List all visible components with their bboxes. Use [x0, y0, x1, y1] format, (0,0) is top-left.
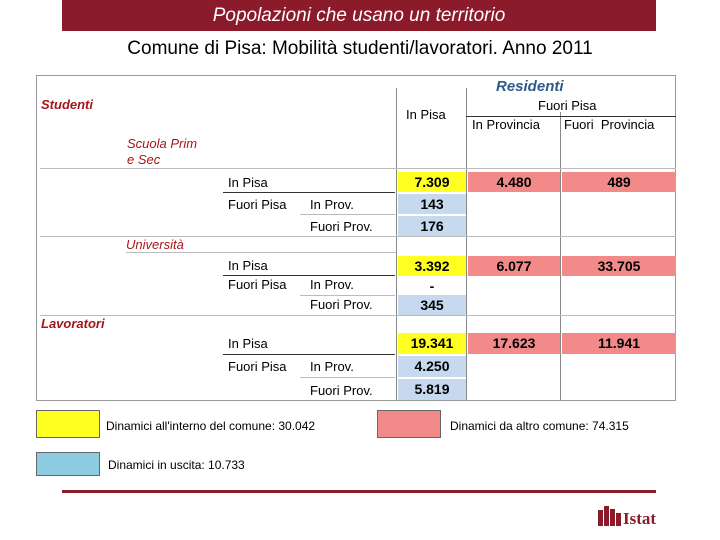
row-divider — [300, 377, 395, 378]
column-divider — [466, 88, 467, 401]
cell-universita-fuori-provincia: 33.705 — [562, 256, 676, 276]
header-residenti: Residenti — [496, 78, 564, 95]
cell-lavoratori-uscita-in-prov: 4.250 — [398, 356, 466, 377]
row-divider — [223, 354, 395, 355]
row-divider — [300, 295, 395, 296]
row-divider — [223, 275, 395, 276]
row-divider — [40, 168, 676, 169]
legend-label-red: Dinamici da altro comune: 74.315 — [450, 419, 629, 433]
row-label-fuori-prov: Fuori Prov. — [310, 219, 373, 234]
cell-scuola-uscita-fuori-prov: 176 — [398, 216, 466, 236]
cell-scuola-uscita-in-prov: 143 — [398, 194, 466, 214]
section-scuola-line1: Scuola Prim — [127, 136, 198, 151]
row-label-fuori-pisa: Fuori Pisa — [228, 359, 287, 374]
istat-logo: Istat — [598, 504, 658, 531]
column-divider — [396, 88, 397, 401]
page-title: Popolazioni che usano un territorio — [62, 0, 656, 31]
row-divider — [300, 214, 395, 215]
header-divider — [466, 116, 676, 117]
cell-universita-in-provincia: 6.077 — [468, 256, 560, 276]
cell-lavoratori-in-provincia: 17.623 — [468, 333, 560, 354]
row-label-in-prov: In Prov. — [310, 359, 354, 374]
legend-label-blue: Dinamici in uscita: 10.733 — [108, 458, 245, 472]
row-label-fuori-pisa: Fuori Pisa — [228, 197, 287, 212]
row-label-in-prov: In Prov. — [310, 197, 354, 212]
legend-swatch-red — [377, 410, 441, 438]
row-label-in-pisa: In Pisa — [228, 336, 268, 351]
cell-universita-uscita-in-prov: - — [429, 278, 435, 294]
cell-universita-in-pisa: 3.392 — [398, 256, 466, 276]
footer-rule — [62, 490, 656, 493]
header-in-pisa: In Pisa — [406, 107, 446, 122]
section-scuola-line2: e Sec — [127, 152, 161, 167]
legend-swatch-yellow — [36, 410, 100, 438]
row-divider — [40, 315, 676, 316]
cell-lavoratori-uscita-fuori-prov: 5.819 — [398, 379, 466, 400]
table-frame — [36, 75, 676, 401]
istat-logo-mark: Istat — [598, 506, 656, 528]
cell-lavoratori-fuori-provincia: 11.941 — [562, 333, 676, 354]
section-universita: Università — [126, 237, 184, 252]
legend-label-yellow: Dinamici all'interno del comune: 30.042 — [106, 419, 316, 433]
cell-scuola-in-provincia: 4.480 — [468, 172, 560, 192]
section-studenti: Studenti — [41, 97, 93, 112]
header-fuori-provincia: Fuori Provincia — [564, 117, 655, 132]
header-in-provincia: In Provincia — [472, 117, 540, 132]
row-divider — [126, 252, 396, 253]
row-label-in-prov: In Prov. — [310, 277, 354, 292]
header-fuori-pisa: Fuori Pisa — [538, 98, 597, 113]
page-subtitle: Comune di Pisa: Mobilità studenti/lavora… — [127, 38, 593, 59]
cell-scuola-in-pisa: 7.309 — [398, 172, 466, 192]
row-label-in-pisa: In Pisa — [228, 258, 268, 273]
cell-universita-uscita-fuori-prov: 345 — [398, 295, 466, 315]
row-divider — [223, 192, 395, 193]
row-divider — [40, 236, 676, 237]
cell-lavoratori-in-pisa: 19.341 — [398, 333, 466, 354]
svg-text:Istat: Istat — [623, 509, 656, 526]
row-label-fuori-prov: Fuori Prov. — [310, 297, 373, 312]
row-label-fuori-prov: Fuori Prov. — [310, 383, 373, 398]
section-lavoratori: Lavoratori — [41, 316, 105, 331]
column-divider — [560, 112, 561, 401]
legend-swatch-blue — [36, 452, 100, 476]
row-label-fuori-pisa: Fuori Pisa — [228, 277, 287, 292]
row-label-in-pisa: In Pisa — [228, 175, 268, 190]
cell-scuola-fuori-provincia: 489 — [562, 172, 676, 192]
